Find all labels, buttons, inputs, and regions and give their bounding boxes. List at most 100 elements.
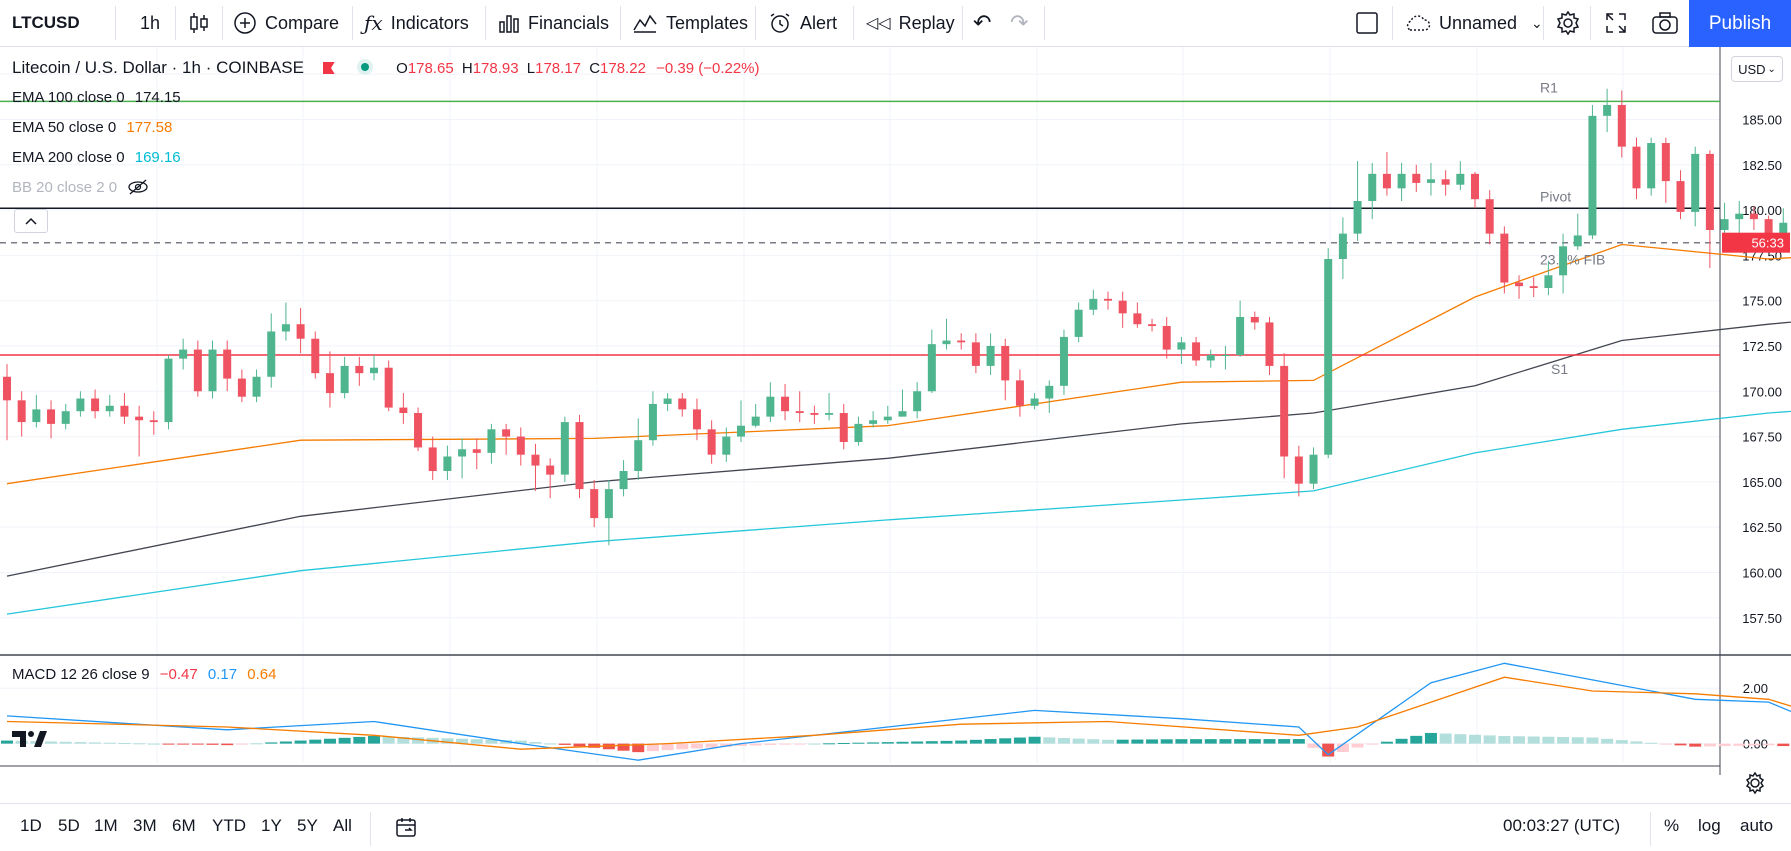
range-button-1m[interactable]: 1M xyxy=(94,816,118,835)
candle-body[interactable] xyxy=(1735,213,1744,220)
candle-body[interactable] xyxy=(1749,213,1758,220)
candle-body[interactable] xyxy=(311,338,320,374)
candle-body[interactable] xyxy=(1573,235,1582,247)
ema200-legend[interactable]: EMA 200 close 0 169.16 xyxy=(12,149,181,166)
candle-body[interactable] xyxy=(1691,153,1700,212)
layout-name-button[interactable]: Unnamed ⌄ xyxy=(1403,0,1543,46)
candle-body[interactable] xyxy=(1001,345,1010,381)
candle-body[interactable] xyxy=(1471,173,1479,200)
candle-body[interactable] xyxy=(3,376,11,401)
publish-button[interactable]: Publish xyxy=(1689,0,1791,47)
candle-body[interactable] xyxy=(546,465,555,475)
compare-button[interactable]: Compare xyxy=(233,0,339,46)
chart-layout-button[interactable] xyxy=(1355,0,1379,46)
candle-body[interactable] xyxy=(634,440,643,471)
candle-body[interactable] xyxy=(399,407,408,414)
candle-body[interactable] xyxy=(1500,233,1509,283)
candle-body[interactable] xyxy=(1309,454,1318,484)
alert-button[interactable]: Alert xyxy=(768,0,837,46)
candle-body[interactable] xyxy=(458,449,467,457)
replay-button[interactable]: ◁◁ Replay xyxy=(866,0,955,46)
range-button-all[interactable]: All xyxy=(333,816,352,835)
candle-body[interactable] xyxy=(223,349,232,379)
symbol-search-button[interactable]: LTCUSD xyxy=(12,0,80,46)
candle-body[interactable] xyxy=(957,340,966,343)
candle-body[interactable] xyxy=(1368,173,1377,202)
candle-body[interactable] xyxy=(1441,179,1450,185)
candle-body[interactable] xyxy=(325,373,334,394)
candle-body[interactable] xyxy=(179,349,188,359)
candle-body[interactable] xyxy=(1397,173,1406,189)
candle-body[interactable] xyxy=(502,429,511,437)
candle-body[interactable] xyxy=(1412,173,1421,183)
candle-body[interactable] xyxy=(1661,143,1670,182)
candle-body[interactable] xyxy=(193,349,202,392)
candle-body[interactable] xyxy=(164,358,173,423)
candle-body[interactable] xyxy=(1236,316,1245,356)
candle-body[interactable] xyxy=(1426,179,1435,183)
indicators-button[interactable]: ƒx Indicators xyxy=(364,0,469,46)
candle-body[interactable] xyxy=(281,324,290,332)
candle-body[interactable] xyxy=(1324,258,1333,455)
candle-body[interactable] xyxy=(1676,181,1685,212)
candle-body[interactable] xyxy=(47,409,56,424)
auto-scale-button[interactable]: auto xyxy=(1740,816,1774,835)
log-scale-button[interactable]: log xyxy=(1698,816,1721,835)
candle-body[interactable] xyxy=(810,413,819,415)
candle-body[interactable] xyxy=(149,420,158,423)
candle-body[interactable] xyxy=(913,391,922,412)
candle-body[interactable] xyxy=(1177,342,1186,350)
range-button-3m[interactable]: 3M xyxy=(133,816,157,835)
candle-body[interactable] xyxy=(692,409,701,430)
candle-body[interactable] xyxy=(825,413,834,415)
candle-body[interactable] xyxy=(91,398,100,412)
candle-body[interactable] xyxy=(648,403,657,441)
bb-legend[interactable]: BB 20 close 2 0 xyxy=(12,179,149,196)
collapse-legend-button[interactable] xyxy=(14,209,48,233)
fullscreen-button[interactable] xyxy=(1604,0,1628,46)
candle-body[interactable] xyxy=(208,349,217,392)
macd-legend[interactable]: MACD 12 26 close 9 −0.47 0.17 0.64 xyxy=(12,666,277,683)
snapshot-button[interactable] xyxy=(1651,0,1679,46)
range-button-1d[interactable]: 1D xyxy=(20,816,42,835)
candle-body[interactable] xyxy=(722,436,731,455)
range-button-1y[interactable]: 1Y xyxy=(261,816,282,835)
tradingview-logo[interactable] xyxy=(10,725,50,753)
ema50-legend[interactable]: EMA 50 close 0 177.58 xyxy=(12,119,173,136)
candle-body[interactable] xyxy=(1485,199,1494,234)
candle-body[interactable] xyxy=(927,344,936,392)
candle-body[interactable] xyxy=(1133,313,1142,325)
candle-body[interactable] xyxy=(1074,309,1083,337)
candle-body[interactable] xyxy=(869,420,878,424)
candle-body[interactable] xyxy=(1104,298,1112,301)
candle-body[interactable] xyxy=(1206,355,1215,361)
candle-body[interactable] xyxy=(76,398,85,412)
candle-body[interactable] xyxy=(237,378,246,397)
candle-body[interactable] xyxy=(1221,355,1230,357)
candle-body[interactable] xyxy=(971,342,980,366)
go-to-date-button[interactable] xyxy=(395,816,419,843)
candle-body[interactable] xyxy=(267,331,276,377)
candle-body[interactable] xyxy=(795,411,804,414)
timezone-clock[interactable]: 00:03:27 (UTC) xyxy=(1503,816,1620,836)
templates-button[interactable]: Templates xyxy=(632,0,748,46)
candle-body[interactable] xyxy=(1338,233,1347,259)
candle-body[interactable] xyxy=(61,411,70,424)
candle-body[interactable] xyxy=(575,422,584,490)
candle-body[interactable] xyxy=(898,411,907,417)
candle-body[interactable] xyxy=(252,376,261,397)
candle-body[interactable] xyxy=(1764,219,1773,236)
candle-body[interactable] xyxy=(1647,143,1656,189)
candle-body[interactable] xyxy=(1588,115,1597,236)
candle-body[interactable] xyxy=(1353,201,1362,234)
candle-body[interactable] xyxy=(707,429,716,455)
candle-body[interactable] xyxy=(443,456,452,471)
candle-body[interactable] xyxy=(590,489,599,519)
candle-body[interactable] xyxy=(1632,146,1641,189)
interval-button[interactable]: 1h xyxy=(140,0,160,46)
candle-body[interactable] xyxy=(1030,398,1039,406)
candle-body[interactable] xyxy=(751,416,760,426)
chart-settings-button[interactable] xyxy=(1742,770,1768,796)
candle-body[interactable] xyxy=(370,367,378,374)
candle-body[interactable] xyxy=(355,365,364,374)
